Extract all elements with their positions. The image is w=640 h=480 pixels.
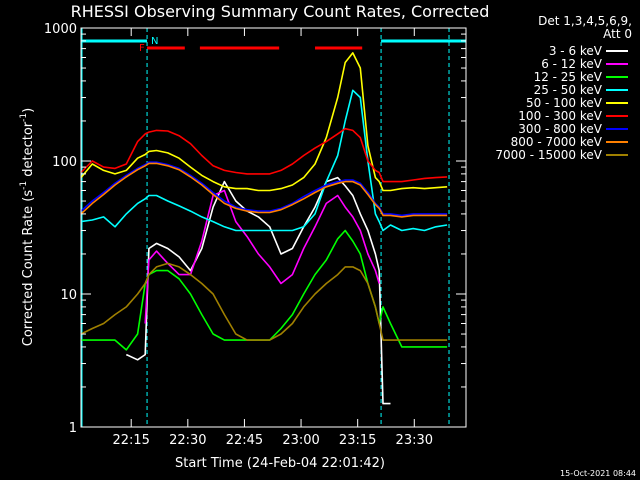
legend-label-7: 800 - 7000 keV [511, 135, 603, 149]
x-tick-label-5: 23:30 [396, 433, 433, 448]
series-line-1 [144, 189, 380, 324]
legend-label-4: 50 - 100 keV [526, 96, 603, 110]
plot-area: FN [80, 28, 466, 427]
plot-frame [80, 27, 467, 428]
legend-header-attenuator: Att 0 [603, 27, 632, 41]
legend-label-8: 7000 - 15000 keV [495, 148, 602, 162]
y-tick-label-0: 1 [69, 421, 77, 436]
legend-label-6: 300 - 800 keV [518, 122, 602, 136]
legend-label-2: 12 - 25 keV [534, 70, 603, 84]
x-tick-label-3: 23:00 [282, 433, 319, 448]
footer-timestamp: 15-Oct-2021 08:44 [560, 469, 636, 478]
legend-header-detectors: Det 1,3,4,5,6,9, [538, 14, 632, 28]
series-line-5 [80, 127, 448, 183]
y-label-part1: Corrected Count Rate (s [21, 190, 36, 347]
series-line-3 [80, 89, 448, 232]
legend-label-5: 100 - 300 keV [518, 109, 602, 123]
y-label-part3: ) [21, 108, 36, 113]
series-line-4 [80, 52, 448, 192]
x-axis: 22:15 22:30 22:45 23:00 23:15 23:30 [112, 28, 433, 448]
series-line-7 [80, 162, 448, 218]
y-label-part2: detector [21, 121, 36, 181]
legend-label-0: 3 - 6 keV [549, 44, 603, 58]
x-tick-label-0: 22:15 [112, 433, 149, 448]
series-line-0 [125, 176, 391, 405]
y-axis: 1 10 100 1000 [44, 22, 466, 436]
series-line-8 [80, 262, 448, 341]
flare-marker-label: F [139, 43, 145, 54]
chart-title: RHESSI Observing Summary Count Rates, Co… [71, 2, 490, 21]
x-tick-label-2: 22:45 [226, 433, 263, 448]
y-label-exponent2: -1 [19, 113, 29, 122]
y-tick-label-1: 10 [60, 288, 77, 303]
y-axis-label: Corrected Count Rate (s-1 detector-1) [19, 108, 36, 346]
legend-label-3: 25 - 50 keV [534, 83, 603, 97]
legend-label-1: 6 - 12 keV [541, 57, 603, 71]
y-label-exponent1: -1 [19, 181, 29, 190]
x-tick-label-4: 23:15 [339, 433, 376, 448]
night-marker-label: N [151, 36, 158, 47]
x-axis-label: Start Time (24-Feb-04 22:01:42) [175, 456, 385, 471]
y-tick-label-2: 100 [52, 155, 77, 170]
x-tick-label-1: 22:30 [169, 433, 206, 448]
y-tick-label-3: 1000 [44, 22, 77, 37]
